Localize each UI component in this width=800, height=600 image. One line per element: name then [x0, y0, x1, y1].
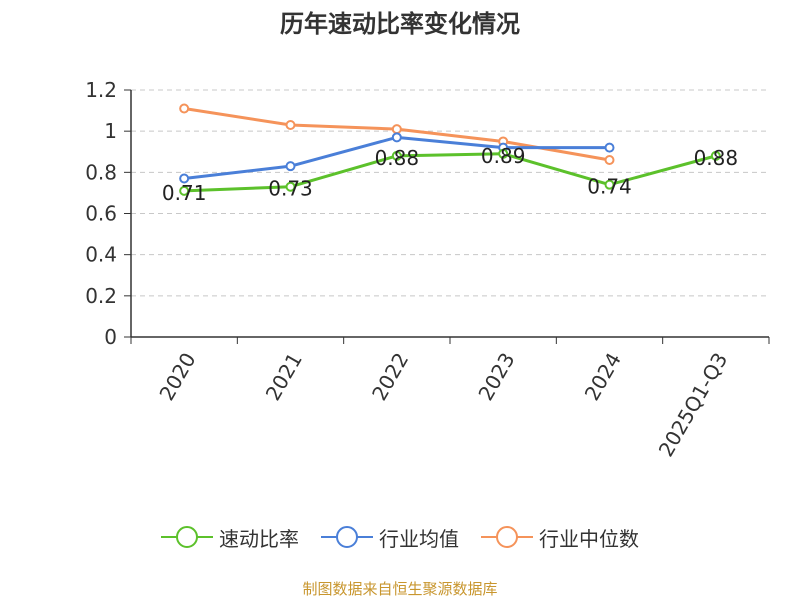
- x-tick-label: 2024: [580, 349, 626, 405]
- data-point: [604, 154, 615, 165]
- data-point: [285, 181, 296, 192]
- data-labels: 0.71 0.73 0.88 0.89 0.74 0.88: [162, 144, 738, 205]
- data-point: [285, 161, 296, 172]
- data-label: 0.89: [481, 144, 526, 168]
- legend-marker: [161, 526, 213, 548]
- legend: 速动比率 行业均值 行业中位数: [0, 520, 800, 554]
- series-lines: [179, 103, 721, 196]
- data-label: 0.88: [375, 146, 420, 170]
- data-point: [285, 119, 296, 130]
- legend-marker: [321, 526, 373, 548]
- y-tick-label: 0.8: [85, 160, 117, 184]
- legend-circle: [336, 526, 358, 548]
- legend-marker: [481, 526, 533, 548]
- y-tick-label: 0: [104, 325, 117, 349]
- data-label: 0.71: [162, 181, 207, 205]
- legend-label: 速动比率: [219, 526, 299, 551]
- legend-item[interactable]: 行业中位数: [481, 523, 639, 552]
- series-line: [184, 152, 717, 193]
- data-point: [391, 150, 402, 161]
- axes: 0 0.2 0.4 0.6 0.8 1 1.2 2020 2021 2022 2023 2024 202…: [85, 78, 770, 461]
- data-point: [710, 150, 721, 161]
- legend-label: 行业中位数: [539, 526, 639, 551]
- y-tick-label: 1: [104, 119, 117, 143]
- data-point: [498, 148, 509, 159]
- x-tick-label: 2023: [473, 348, 519, 404]
- grid-lines: [131, 89, 769, 297]
- y-tick-label: 0.2: [85, 284, 117, 308]
- x-tick-label: 2025Q1-Q3: [654, 349, 733, 461]
- legend-circle: [176, 526, 198, 548]
- y-tick-label: 0.6: [85, 202, 117, 226]
- legend-label: 行业均值: [379, 526, 459, 551]
- y-tick-label: 1.2: [85, 78, 117, 102]
- data-point: [604, 179, 615, 190]
- legend-item[interactable]: 速动比率: [161, 523, 299, 552]
- data-point: [391, 132, 402, 143]
- x-tick-label: 2021: [261, 349, 307, 405]
- data-point: [179, 185, 190, 196]
- data-label: 0.73: [268, 177, 313, 201]
- data-point: [604, 142, 615, 153]
- legend-item[interactable]: 行业均值: [321, 523, 459, 552]
- data-point: [391, 124, 402, 135]
- data-point: [179, 173, 190, 184]
- data-label: 0.74: [587, 175, 632, 199]
- x-tick-label: 2020: [154, 349, 200, 405]
- source-note: 制图数据来自恒生聚源数据库: [302, 580, 498, 598]
- y-tick-label: 0.4: [85, 243, 117, 267]
- x-tick-label: 2022: [367, 349, 413, 405]
- chart-title: 历年速动比率变化情况: [280, 10, 520, 38]
- data-point: [179, 103, 190, 114]
- data-label: 0.88: [694, 146, 739, 170]
- legend-circle: [496, 526, 518, 548]
